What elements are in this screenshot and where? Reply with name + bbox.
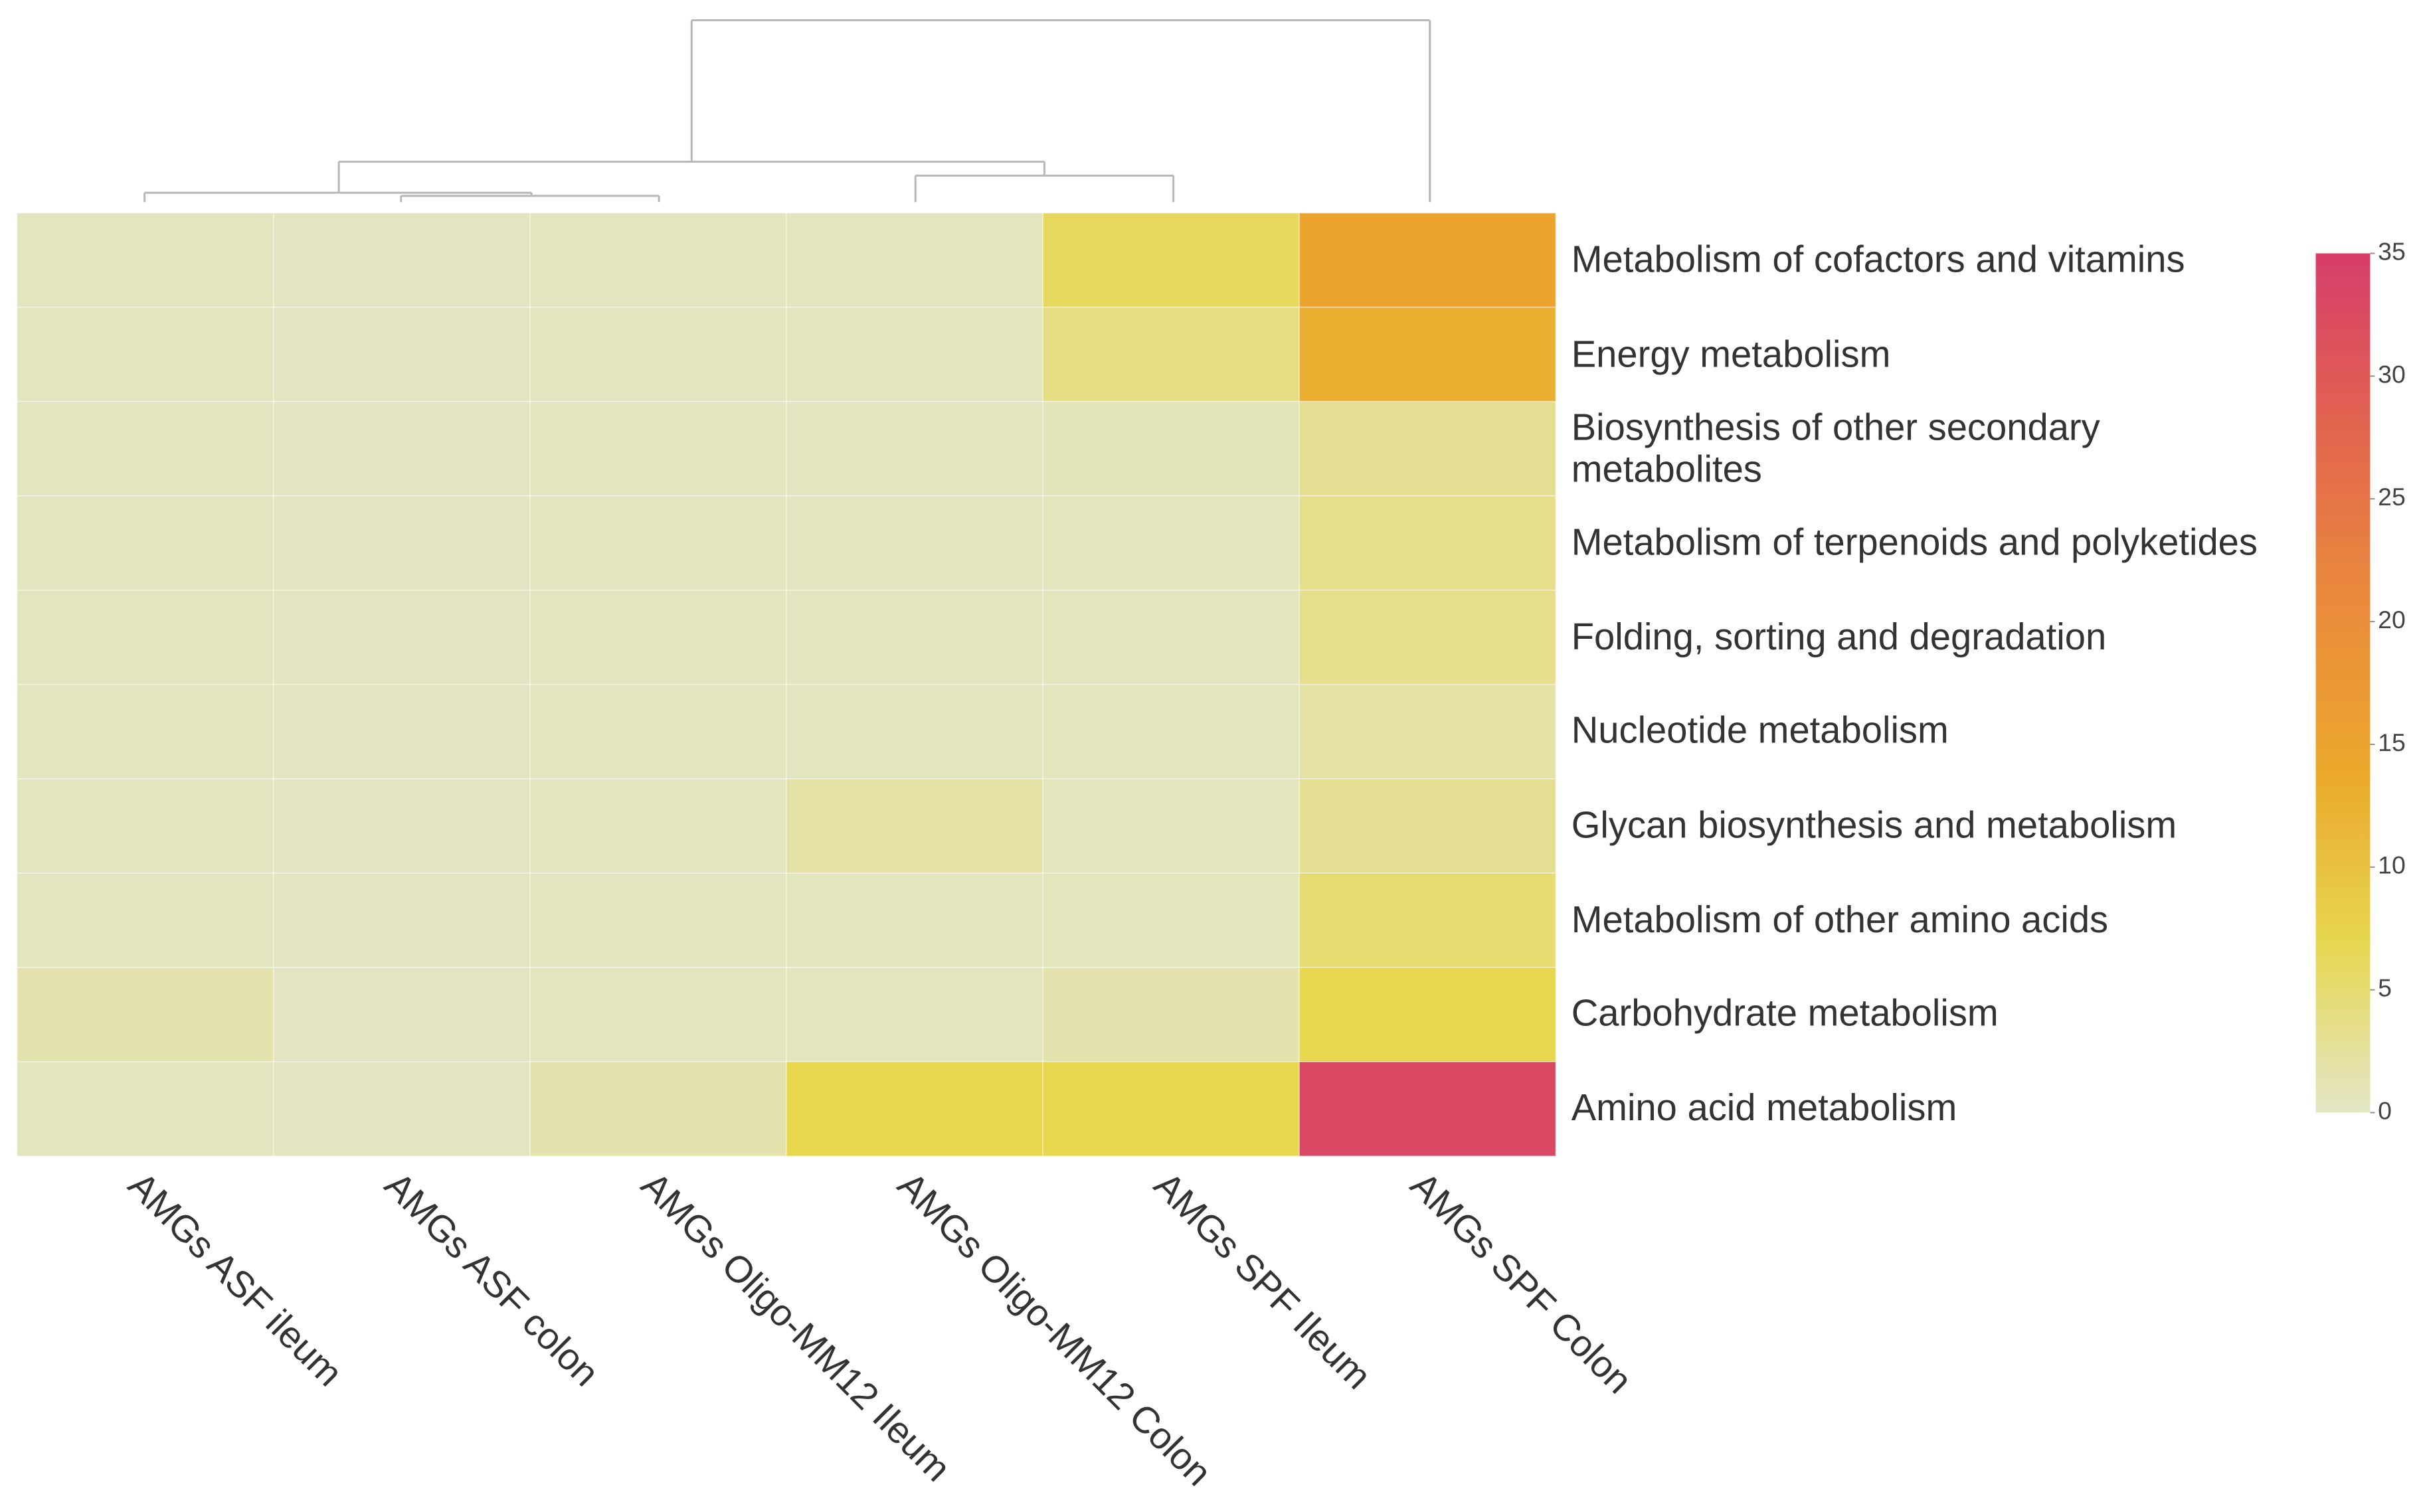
heatmap-cell bbox=[529, 495, 787, 591]
row-label: Energy metabolism bbox=[1571, 333, 1891, 376]
row-label-box: Carbohydrate metabolism bbox=[1571, 993, 1999, 1036]
heatmap-cell bbox=[272, 872, 531, 968]
heatmap-cell bbox=[529, 1061, 787, 1157]
heatmap-cell bbox=[272, 1061, 531, 1157]
row-label: Metabolism of other amino acids bbox=[1571, 899, 2109, 942]
heatmap-cell bbox=[1299, 212, 1557, 308]
column-label: AMGs SPF Colon bbox=[1403, 1164, 1641, 1402]
row-label-box: Folding, sorting and degradation bbox=[1571, 616, 2107, 659]
heatmap-cell bbox=[272, 400, 531, 497]
row-label-box: Amino acid metabolism bbox=[1571, 1088, 1957, 1130]
row-label: Metabolism of terpenoids and polyketides bbox=[1571, 522, 2258, 564]
heatmap-cell bbox=[786, 495, 1044, 591]
heatmap-cell bbox=[786, 212, 1044, 308]
heatmap-cell bbox=[16, 212, 274, 308]
row-label-box: Energy metabolism bbox=[1571, 333, 1891, 376]
heatmap-cell bbox=[1042, 306, 1301, 402]
heatmap-cell bbox=[1042, 212, 1301, 308]
row-label: Metabolism of cofactors and vitamins bbox=[1571, 239, 2185, 282]
row-label-box: Metabolism of terpenoids and polyketides bbox=[1571, 522, 2258, 564]
colorbar bbox=[2315, 253, 2371, 1113]
heatmap-cell bbox=[786, 400, 1044, 497]
heatmap-cell bbox=[529, 212, 787, 308]
heatmap-cell bbox=[786, 872, 1044, 968]
heatmap-cell bbox=[272, 967, 531, 1062]
heatmap-cell bbox=[16, 400, 274, 497]
row-label: Nucleotide metabolism bbox=[1571, 711, 1949, 753]
heatmap-cell bbox=[1042, 872, 1301, 968]
row-label: Biosynthesis of other secondary metaboli… bbox=[1571, 406, 2100, 491]
heatmap-cell bbox=[1042, 400, 1301, 497]
heatmap-cell bbox=[1042, 589, 1301, 685]
colorbar-tick-label: 25 bbox=[2378, 483, 2406, 511]
heatmap-cell bbox=[529, 872, 787, 968]
heatmap-cell bbox=[272, 495, 531, 591]
column-label: AMGs ASF ileum bbox=[120, 1164, 351, 1394]
colorbar-tick-label: 5 bbox=[2378, 974, 2392, 1002]
colorbar-tick-label: 10 bbox=[2378, 851, 2406, 879]
row-label-box: Biosynthesis of other secondary metaboli… bbox=[1571, 406, 2100, 491]
heatmap-cell bbox=[786, 1061, 1044, 1157]
row-label: Amino acid metabolism bbox=[1571, 1088, 1957, 1130]
heatmap-cell bbox=[272, 683, 531, 780]
colorbar-tick-label: 0 bbox=[2378, 1096, 2392, 1124]
heatmap-cell bbox=[16, 683, 274, 780]
heatmap-cell bbox=[16, 495, 274, 591]
row-label-box: Metabolism of cofactors and vitamins bbox=[1571, 239, 2185, 282]
heatmap-cell bbox=[529, 967, 787, 1062]
heatmap-cell bbox=[1299, 589, 1557, 685]
colorbar-tick-label: 15 bbox=[2378, 728, 2406, 756]
heatmap-cell bbox=[16, 872, 274, 968]
heatmap-cell bbox=[272, 212, 531, 308]
heatmap-cell bbox=[529, 400, 787, 497]
heatmap-cell bbox=[16, 778, 274, 874]
row-label-box: Metabolism of other amino acids bbox=[1571, 899, 2109, 942]
heatmap-cell bbox=[529, 683, 787, 780]
row-label: Folding, sorting and degradation bbox=[1571, 616, 2107, 659]
heatmap-cell bbox=[1299, 778, 1557, 874]
heatmap-cell bbox=[529, 306, 787, 402]
heatmap-cell bbox=[16, 589, 274, 685]
heatmap-cell bbox=[1299, 306, 1557, 402]
colorbar-tick-label: 30 bbox=[2378, 360, 2406, 388]
row-label: Glycan biosynthesis and metabolism bbox=[1571, 805, 2177, 847]
heatmap-cell bbox=[1299, 1061, 1557, 1157]
heatmap-cell bbox=[786, 967, 1044, 1062]
colorbar-tick-label: 20 bbox=[2378, 606, 2406, 633]
colorbar-tick-label: 35 bbox=[2378, 237, 2406, 265]
heatmap-cell bbox=[16, 967, 274, 1062]
heatmap-cell bbox=[1042, 1061, 1301, 1157]
column-label: AMGs SPF Ileum bbox=[1146, 1164, 1380, 1397]
heatmap-cell bbox=[529, 589, 787, 685]
heatmap-cell bbox=[1299, 967, 1557, 1062]
row-label-box: Nucleotide metabolism bbox=[1571, 711, 1949, 753]
heatmap-cell bbox=[1042, 495, 1301, 591]
heatmap-cell bbox=[786, 589, 1044, 685]
row-label-box: Glycan biosynthesis and metabolism bbox=[1571, 805, 2177, 847]
heatmap-cell bbox=[16, 306, 274, 402]
heatmap-cell bbox=[1299, 872, 1557, 968]
heatmap-cell bbox=[272, 778, 531, 874]
heatmap-cell bbox=[1042, 967, 1301, 1062]
heatmap-cell bbox=[786, 306, 1044, 402]
heatmap-cell bbox=[1299, 683, 1557, 780]
heatmap-cell bbox=[272, 306, 531, 402]
heatmap-cell bbox=[1042, 778, 1301, 874]
row-label: Carbohydrate metabolism bbox=[1571, 993, 1999, 1036]
heatmap-cell bbox=[786, 683, 1044, 780]
heatmap-cell bbox=[272, 589, 531, 685]
heatmap-cell bbox=[529, 778, 787, 874]
heatmap-cell bbox=[786, 778, 1044, 874]
heatmap-cell bbox=[1299, 495, 1557, 591]
column-label: AMGs ASF colon bbox=[377, 1164, 608, 1394]
heatmap-cell bbox=[1299, 400, 1557, 497]
heatmap-cell bbox=[16, 1061, 274, 1157]
heatmap-cell bbox=[1042, 683, 1301, 780]
dendrogram bbox=[143, 19, 1431, 203]
